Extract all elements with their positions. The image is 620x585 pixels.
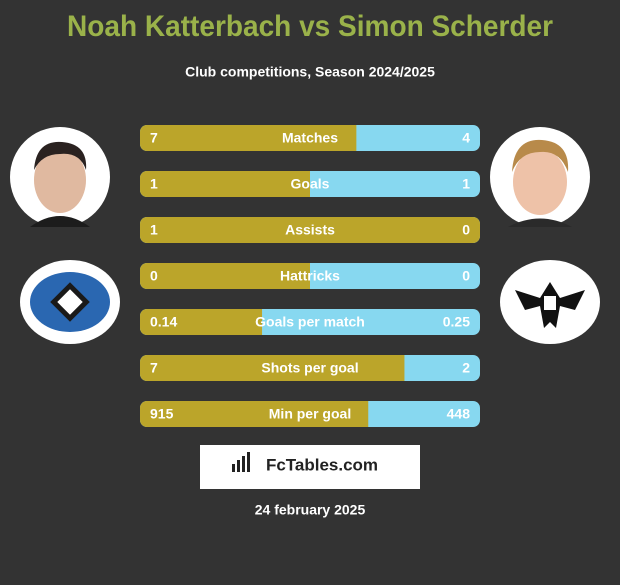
right-value: 0 — [462, 222, 470, 238]
date: 24 february 2025 — [255, 502, 366, 518]
club-left-logo — [20, 260, 120, 344]
bar-left — [140, 309, 263, 335]
subtitle: Club competitions, Season 2024/2025 — [185, 64, 435, 80]
stat-label: Shots per goal — [261, 360, 358, 376]
right-value: 0 — [462, 268, 470, 284]
brand-box — [200, 445, 420, 489]
player-right-photo — [490, 127, 590, 227]
right-value: 1 — [462, 176, 470, 192]
left-value: 1 — [150, 222, 158, 238]
left-value: 0.14 — [150, 314, 177, 330]
right-value: 2 — [462, 360, 470, 376]
right-value: 448 — [447, 406, 471, 422]
bar-left — [140, 217, 480, 243]
player-left-photo — [10, 127, 110, 227]
stat-rows: 7 4 Matches 1 1 Goals 1 0 Assists 0 0 Hattricks 0.14… — [140, 125, 480, 427]
stat-label: Goals per match — [255, 314, 365, 330]
stat-label: Goals — [291, 176, 330, 192]
left-value: 0 — [150, 268, 158, 284]
brand: FcTables.com — [266, 455, 378, 474]
left-value: 1 — [150, 176, 158, 192]
club-right-logo — [500, 260, 600, 344]
stat-label: Assists — [285, 222, 335, 238]
stat-label: Min per goal — [269, 406, 351, 422]
bar-left — [140, 355, 405, 381]
right-value: 4 — [462, 130, 470, 146]
bar-left — [140, 263, 310, 289]
bar-left — [140, 171, 310, 197]
bar-left — [140, 401, 369, 427]
left-value: 7 — [150, 360, 158, 376]
stat-label: Matches — [282, 130, 338, 146]
bar-left — [140, 125, 357, 151]
stat-label: Hattricks — [280, 268, 340, 284]
brand-icon — [232, 452, 250, 472]
left-value: 7 — [150, 130, 158, 146]
left-value: 915 — [150, 406, 174, 422]
title: Noah Katterbach vs Simon Scherder — [67, 10, 553, 43]
right-value: 0.25 — [443, 314, 470, 330]
